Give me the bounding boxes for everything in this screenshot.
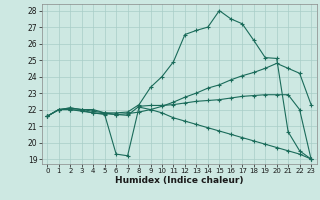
- X-axis label: Humidex (Indice chaleur): Humidex (Indice chaleur): [115, 176, 244, 185]
